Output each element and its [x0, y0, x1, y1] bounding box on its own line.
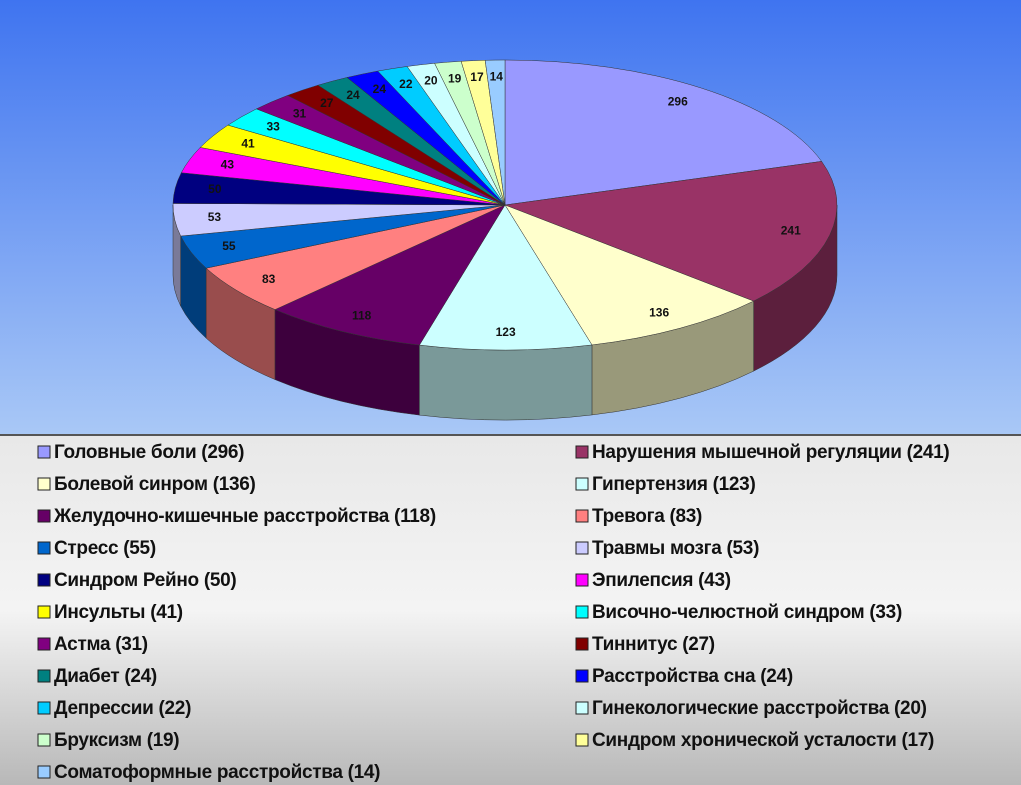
legend-label: Тревога (83): [592, 506, 702, 527]
data-label: 241: [781, 224, 801, 238]
legend-swatch: [575, 509, 589, 523]
legend-swatch: [37, 573, 51, 587]
data-label: 50: [208, 182, 222, 196]
data-label: 55: [222, 239, 236, 253]
legend-label: Тиннитус (27): [592, 634, 715, 655]
legend-swatch: [575, 541, 589, 555]
legend-swatch: [575, 605, 589, 619]
legend-swatch: [575, 637, 589, 651]
data-label: 24: [346, 88, 360, 102]
data-label: 41: [241, 136, 255, 150]
data-label: 118: [352, 308, 372, 322]
slice: [274, 204, 506, 346]
data-label: 43: [221, 157, 235, 171]
data-label: 19: [448, 71, 462, 85]
legend-label: Расстройства сна (24): [592, 666, 793, 687]
legend-label: Болевой синром (136): [54, 474, 256, 495]
legend-swatch: [575, 477, 589, 491]
legend-label: Бруксизм (19): [54, 730, 179, 751]
data-label: 17: [470, 70, 484, 84]
legend-swatch: [37, 445, 51, 459]
legend-swatch: [37, 605, 51, 619]
data-label: 27: [320, 96, 334, 110]
legend-label: Травмы мозга (53): [592, 538, 759, 559]
slice: [504, 59, 823, 206]
data-label: 123: [496, 325, 516, 339]
data-label: 31: [293, 106, 307, 120]
data-label: 296: [668, 94, 688, 108]
legend-swatch: [37, 733, 51, 747]
data-label: 14: [490, 70, 504, 84]
legend-label: Височно-челюстной синдром (33): [592, 602, 902, 623]
slice: [504, 161, 838, 302]
legend-label: Синдром Рейно (50): [54, 570, 236, 591]
legend-swatch: [37, 637, 51, 651]
data-label: 53: [208, 210, 222, 224]
legend-swatch: [575, 669, 589, 683]
legend-label: Диабет (24): [54, 666, 157, 687]
data-label: 22: [399, 77, 413, 91]
legend-swatch: [37, 669, 51, 683]
legend-label: Депрессии (22): [54, 698, 191, 719]
legend-label: Нарушения мышечной регуляции (241): [592, 442, 949, 463]
legend-label: Синдром хронической усталости (17): [592, 730, 934, 751]
slice: [504, 204, 755, 346]
data-label: 136: [649, 306, 669, 320]
data-label: 20: [424, 74, 438, 88]
legend-label: Астма (31): [54, 634, 148, 655]
legend-swatch: [37, 509, 51, 523]
data-label: 33: [266, 120, 280, 134]
slice: [484, 59, 506, 206]
legend-swatch: [575, 701, 589, 715]
legend-label: Гипертензия (123): [592, 474, 755, 495]
legend-swatch: [37, 765, 51, 779]
legend-label: Эпилепсия (43): [592, 570, 731, 591]
legend-swatch: [575, 573, 589, 587]
data-label: 83: [262, 272, 276, 286]
slice: [418, 204, 593, 351]
legend-swatch: [37, 701, 51, 715]
legend-label: Инсульты (41): [54, 602, 183, 623]
data-label: 24: [373, 82, 387, 96]
legend-swatch: [37, 477, 51, 491]
legend-swatch: [37, 541, 51, 555]
legend-label: Желудочно-кишечные расстройства (118): [53, 506, 436, 527]
legend-label: Головные боли (296): [54, 442, 244, 463]
slice-side: [419, 344, 593, 421]
legend-background: [0, 435, 1021, 785]
legend-swatch: [575, 733, 589, 747]
legend-label: Стресс (55): [54, 538, 156, 559]
legend-label: Соматоформные расстройства (14): [54, 762, 380, 783]
legend-swatch: [575, 445, 589, 459]
legend-label: Гинекологические расстройства (20): [592, 698, 927, 719]
